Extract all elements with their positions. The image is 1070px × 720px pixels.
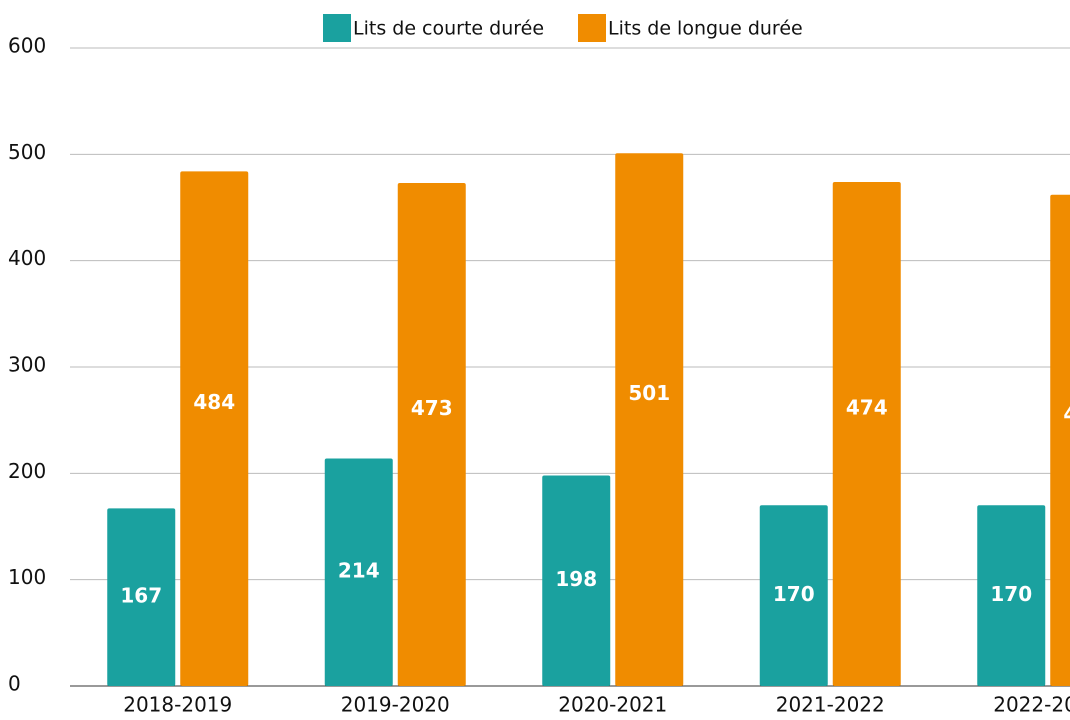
value-label: 167 [120,584,162,608]
y-tick-label: 0 [8,672,21,696]
y-tick-label: 300 [8,353,46,377]
y-tick-label: 400 [8,246,46,270]
value-label: 501 [628,381,670,405]
value-label: 214 [338,559,380,583]
bar [977,505,1046,686]
legend-swatch [578,14,606,42]
legend-label: Lits de longue durée [608,18,803,40]
x-tick-label: 2021-2022 [776,693,885,717]
bar [542,475,611,686]
bar [615,153,684,686]
bar [180,171,249,686]
bar [107,508,176,686]
x-tick-label: 2022-2023 [993,693,1070,717]
value-label: 170 [990,582,1032,606]
bar [759,505,828,686]
value-label: 484 [193,390,235,414]
value-label: 198 [555,567,597,591]
value-label: 474 [846,395,888,419]
legend-label: Lits de courte durée [353,18,544,40]
bar [324,458,393,686]
y-tick-label: 100 [8,565,46,589]
y-tick-label: 200 [8,459,46,483]
x-tick-label: 2018-2019 [123,693,232,717]
x-tick-label: 2019-2020 [341,693,450,717]
value-label: 473 [411,396,453,420]
y-tick-label: 600 [8,34,46,58]
bar [832,181,901,687]
y-tick-label: 500 [8,140,46,164]
bar [1050,194,1070,686]
value-label: 170 [773,582,815,606]
bar [397,183,466,686]
x-tick-label: 2020-2021 [558,693,667,717]
value-label: 462 [1063,402,1070,426]
legend-swatch [323,14,351,42]
